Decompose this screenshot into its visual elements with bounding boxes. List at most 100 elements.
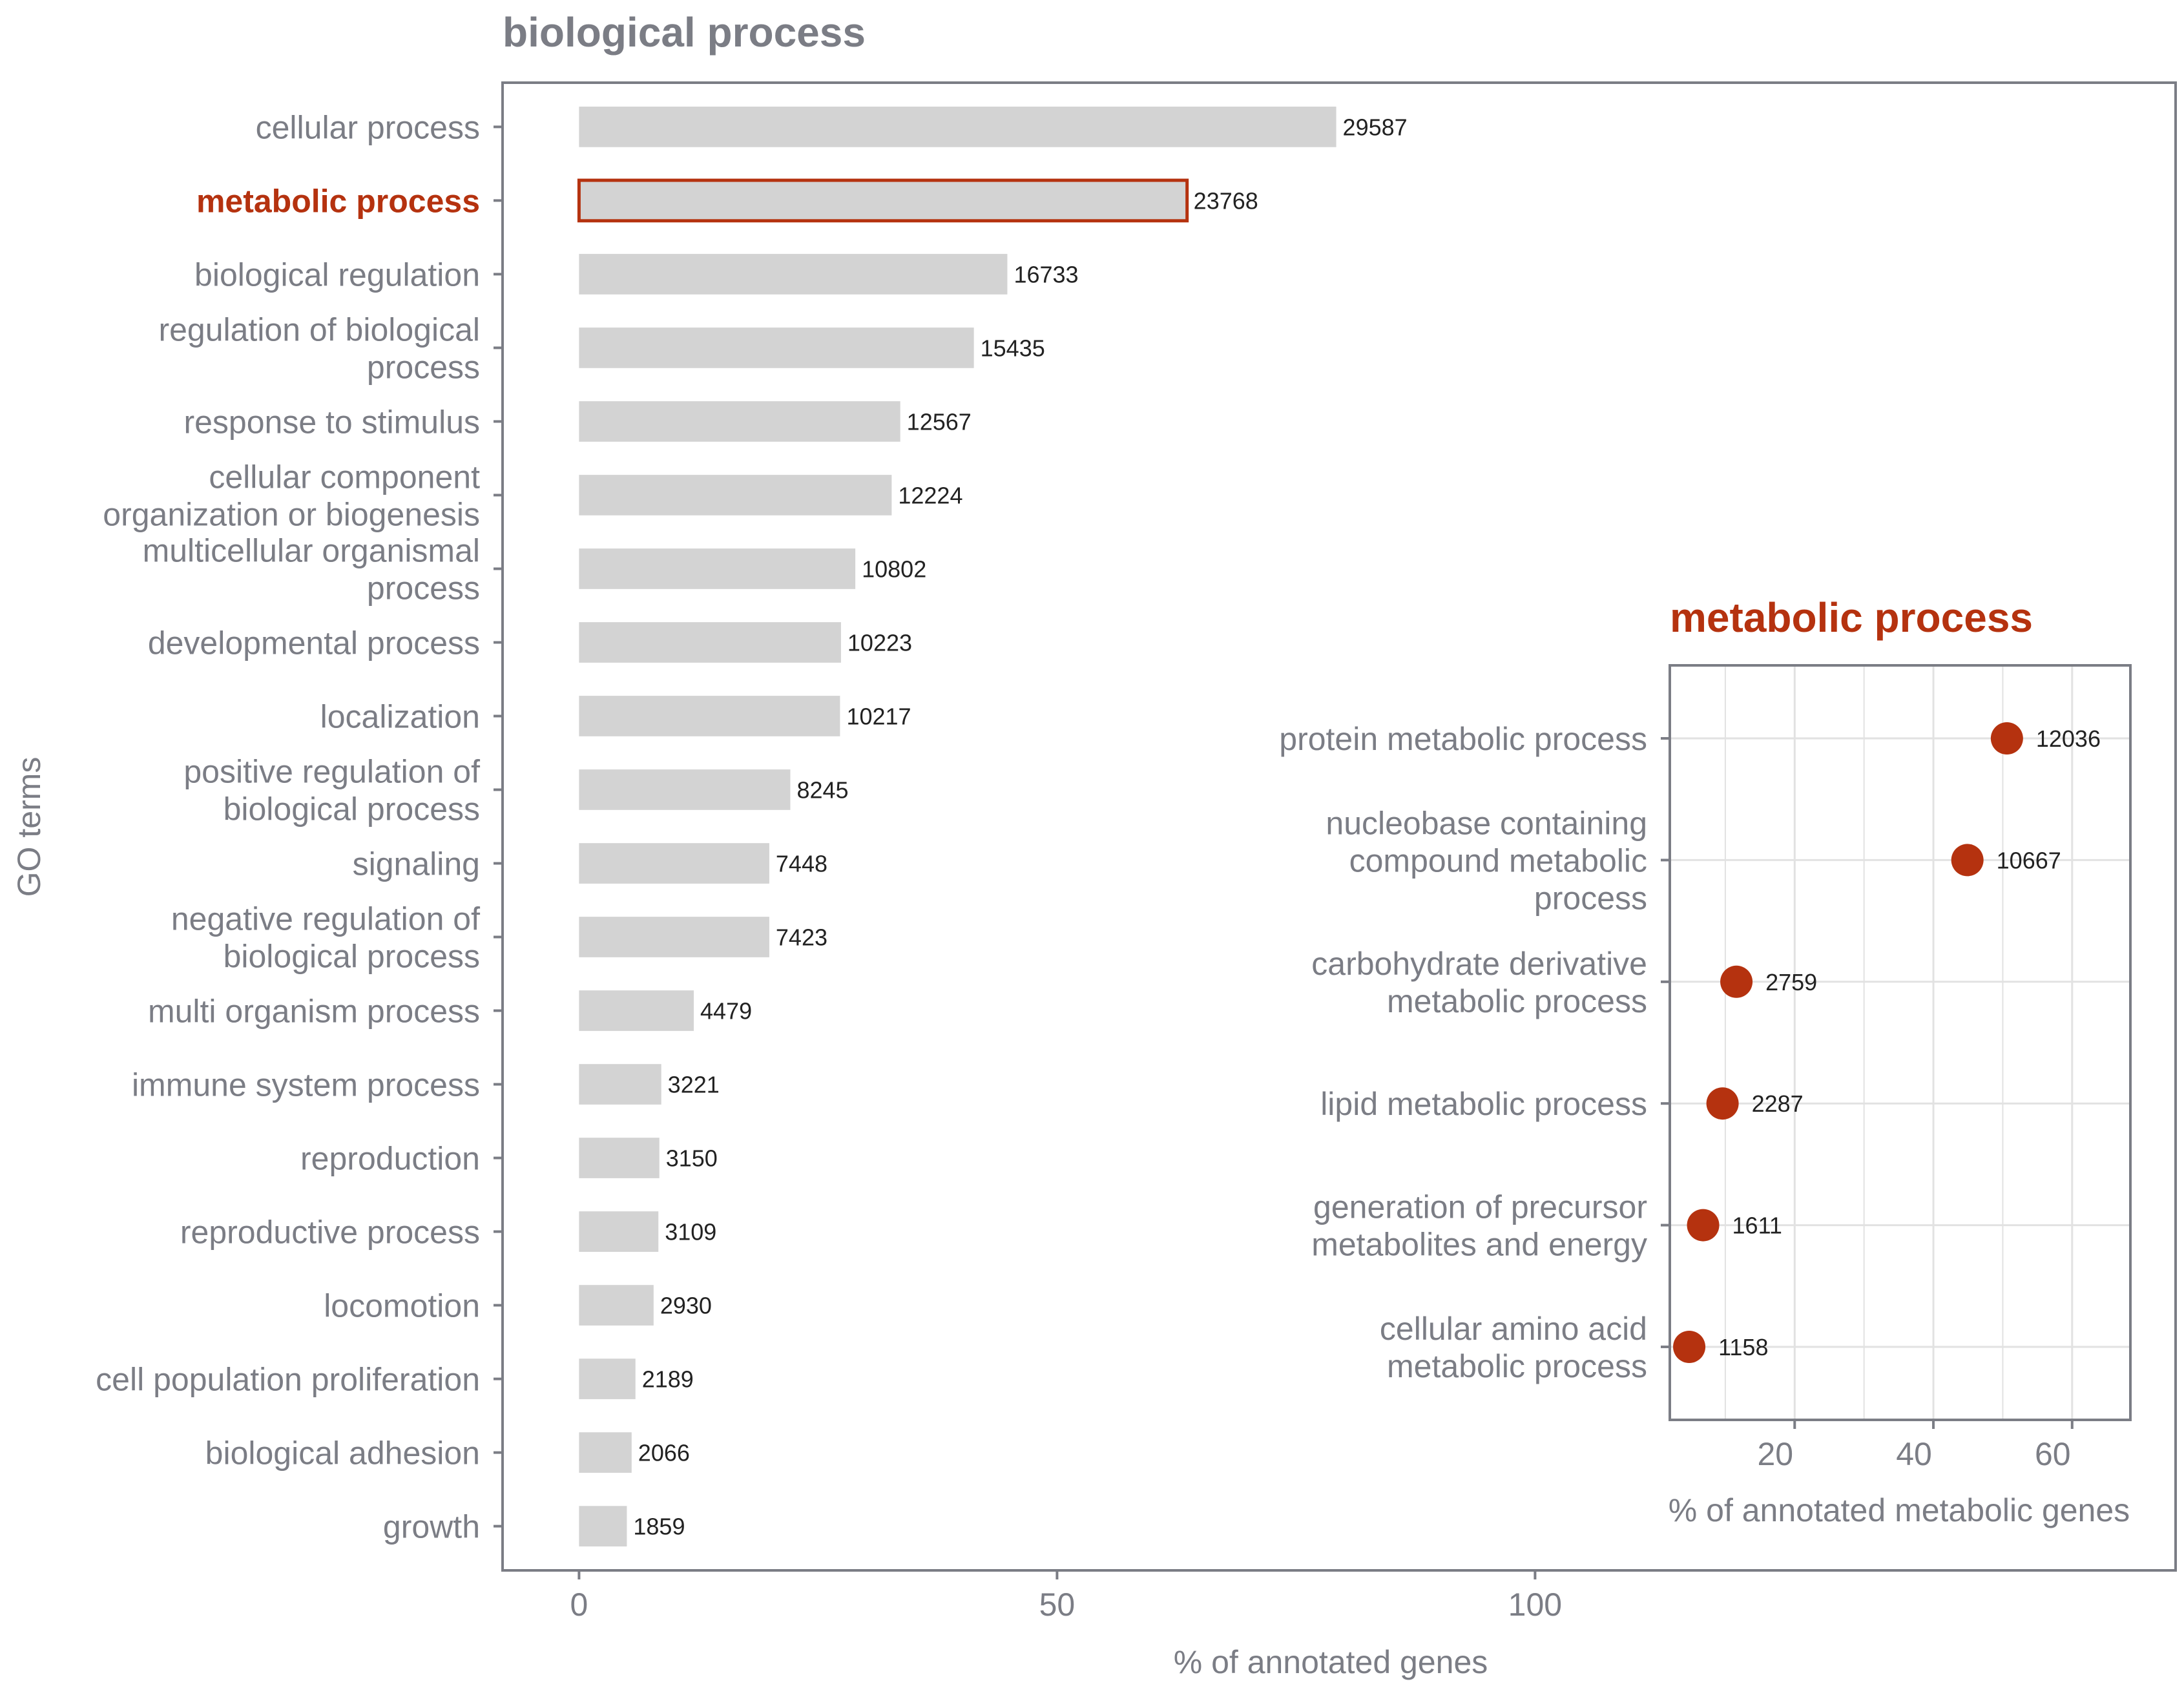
main-x-tick-label: 0 [570, 1587, 588, 1623]
inset-y-axis-labels: protein metabolic process nucleobase cont… [1279, 721, 1670, 1384]
category-label: multicellular organismal process [143, 532, 480, 606]
bar-count-label: 2930 [660, 1293, 712, 1319]
bar-16 [579, 1285, 654, 1326]
bar-8 [579, 696, 840, 736]
category-label-line: process [367, 570, 480, 606]
category-label: biological regulation [194, 256, 480, 293]
category-label-line: immune system process [132, 1067, 480, 1103]
bar-11 [579, 917, 769, 957]
main-x-tick-label: 100 [1508, 1587, 1562, 1623]
inset-category-label: lipid metabolic process [1320, 1086, 1647, 1122]
category-label-line: localization [320, 698, 480, 734]
bar-count-label: 2066 [638, 1440, 690, 1466]
inset-category-label: generation of precursor metabolites and e… [1311, 1189, 1647, 1263]
bar-12 [579, 990, 694, 1031]
category-label: cell population proliferation [96, 1362, 480, 1398]
point-5 [1673, 1330, 1706, 1363]
bar-count-label: 1859 [633, 1514, 685, 1540]
inset-category-label-line: lipid metabolic process [1320, 1086, 1647, 1122]
category-label-line: multicellular organismal [143, 532, 480, 568]
bar-15 [579, 1211, 659, 1252]
inset-category-label-line: metabolic process [1387, 1348, 1647, 1384]
category-label-line: cellular process [256, 109, 480, 145]
inset-points: 12036 10667 2759 2287 1611 1158 [1673, 722, 2101, 1363]
bar-count-label: 8245 [796, 776, 848, 803]
category-label-line: cellular component [209, 459, 480, 495]
bar-3 [579, 328, 974, 368]
category-label-line: response to stimulus [183, 404, 480, 440]
category-label: signaling [353, 846, 480, 882]
category-label-line: regulation of biological [158, 311, 480, 348]
inset-x-tick-label: 40 [1896, 1436, 1932, 1472]
category-label-line: developmental process [148, 625, 480, 661]
bar-count-label: 15435 [981, 335, 1045, 361]
inset-plot-frame [1669, 664, 2132, 1421]
category-label: immune system process [132, 1067, 480, 1103]
bar-count-label: 12224 [898, 482, 962, 508]
main-plot-frame [501, 81, 2177, 1572]
inset-category-label-line: compound metabolic [1349, 842, 1647, 879]
category-label: growth [383, 1509, 480, 1545]
category-label-line: biological process [224, 791, 480, 827]
point-count-label: 2287 [1752, 1090, 1804, 1117]
category-label-line: negative regulation of [171, 901, 480, 937]
inset-category-label-line: process [1534, 880, 1647, 916]
bar-2 [579, 254, 1008, 295]
inset-chart-title: metabolic process [1670, 594, 2033, 641]
bar-count-label: 10217 [846, 703, 911, 729]
inset-category-label: nucleobase containing compound metabolic p… [1326, 805, 1647, 916]
category-label: positive regulation of biological process [183, 753, 480, 827]
bar-7 [579, 622, 841, 663]
point-count-label: 12036 [2036, 725, 2101, 752]
bar-18 [579, 1432, 632, 1473]
inset-category-label-line: carbohydrate derivative [1311, 946, 1647, 982]
biological-process-chart: biological process 29587 23768 16733 15435 1… [11, 9, 2177, 1680]
category-label: biological adhesion [205, 1435, 480, 1472]
bar-count-label: 10223 [848, 629, 912, 656]
category-label: multi organism process [148, 994, 480, 1030]
bar-count-label: 3109 [665, 1219, 716, 1245]
category-label: localization [320, 698, 480, 734]
bar-14 [579, 1138, 660, 1178]
inset-x-axis-ticks: 20 40 60 [1757, 1420, 2074, 1472]
category-label-line: biological process [224, 939, 480, 975]
bar-5 [579, 475, 892, 515]
point-count-label: 2759 [1765, 969, 1817, 995]
category-label-line: reproduction [300, 1141, 480, 1177]
point-4 [1687, 1209, 1720, 1242]
bar-count-label: 29587 [1343, 114, 1408, 140]
bar-17 [579, 1359, 636, 1399]
bar-count-label: 10802 [862, 556, 926, 582]
main-bars: 29587 23768 16733 15435 12567 12224 10802 10223… [577, 107, 1408, 1546]
bar-count-label: 23768 [1194, 187, 1258, 214]
bar-0 [579, 107, 1336, 147]
category-label-line: growth [383, 1509, 480, 1545]
bar-count-label: 7448 [776, 851, 827, 877]
category-label-line: metabolic process [196, 183, 480, 219]
inset-x-tick-label: 60 [2035, 1436, 2071, 1472]
inset-category-label: carbohydrate derivative metabolic process [1311, 946, 1647, 1019]
inset-category-label: protein metabolic process [1279, 721, 1647, 757]
inset-grid [1670, 665, 2130, 1420]
category-label-line: reproductive process [180, 1214, 480, 1251]
bar-count-label: 7423 [776, 924, 827, 951]
category-label-line: organization or biogenesis [103, 496, 480, 532]
category-label: locomotion [324, 1288, 480, 1324]
metabolic-process-inset-chart: metabolic process 12036 10667 2759 2287 1611… [1279, 594, 2132, 1528]
bar-count-label: 12567 [907, 408, 972, 435]
point-2 [1720, 965, 1753, 998]
point-count-label: 1611 [1732, 1213, 1782, 1239]
inset-category-label: cellular amino acid metabolic process [1380, 1311, 1647, 1384]
category-label-line: multi organism process [148, 994, 480, 1030]
inset-x-tick-label: 20 [1757, 1436, 1793, 1472]
main-x-tick-label: 50 [1039, 1587, 1076, 1623]
bar-count-label: 4479 [700, 998, 752, 1025]
bar-count-label: 3150 [666, 1145, 718, 1172]
category-label-line: positive regulation of [183, 753, 480, 789]
inset-category-label-line: nucleobase containing [1326, 805, 1647, 841]
category-label-line: process [367, 349, 480, 385]
category-label: cellular component organization or biogen… [103, 459, 480, 532]
category-label: reproduction [300, 1141, 480, 1177]
